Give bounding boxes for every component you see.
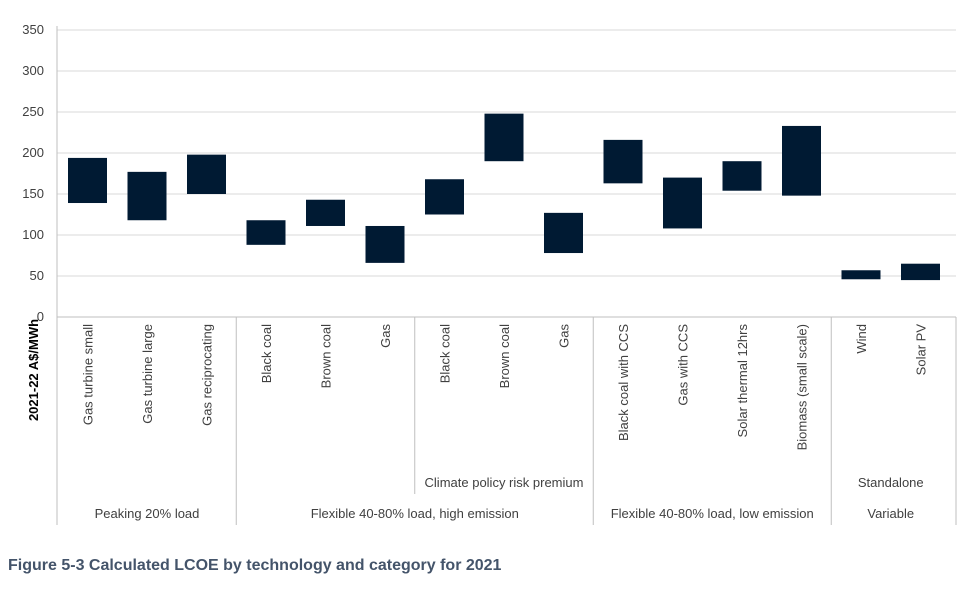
- subgroup-label: Standalone: [858, 475, 924, 490]
- category-label: Black coal: [438, 324, 453, 383]
- figure-caption: Figure 5-3 Calculated LCOE by technology…: [8, 557, 502, 574]
- range-bar: [68, 157, 107, 204]
- y-tick-label: 350: [22, 22, 44, 37]
- category-label: Solar thermal 12hrs: [735, 324, 750, 438]
- range-bar: [365, 225, 405, 263]
- y-tick-label: 0: [37, 309, 44, 324]
- category-label: Gas: [378, 324, 393, 348]
- category-label: Gas reciprocating: [200, 324, 215, 426]
- category-label: Gas: [557, 324, 572, 348]
- y-tick-label: 200: [22, 145, 44, 160]
- range-bar: [901, 263, 940, 281]
- range-bar: [306, 199, 345, 226]
- category-label: Gas with CCS: [676, 324, 691, 406]
- subgroup-label: Climate policy risk premium: [425, 475, 584, 490]
- y-tick-label: 50: [30, 268, 44, 283]
- lcoe-chart: 0 50 100 150 200 250 300 350 2021-22 A$/MWh Gas t…: [22, 22, 957, 525]
- category-label: Solar PV: [914, 324, 929, 376]
- category-label: Gas turbine small: [81, 324, 96, 425]
- range-bar: [484, 113, 524, 162]
- category-label: Biomass (small scale): [795, 324, 810, 450]
- category-label: Wind: [854, 324, 869, 354]
- range-bar: [782, 125, 821, 196]
- range-bar: [544, 212, 583, 254]
- group-label: Variable: [867, 506, 914, 521]
- y-tick-label: 150: [22, 186, 44, 201]
- range-bar: [187, 154, 226, 194]
- group-label: Flexible 40-80% load, low emission: [611, 506, 814, 521]
- range-bar: [246, 220, 286, 245]
- category-label: Black coal: [259, 324, 274, 383]
- group-label: Peaking 20% load: [95, 506, 200, 521]
- range-bar: [425, 179, 464, 215]
- range-bar: [841, 270, 881, 280]
- y-tick-label: 100: [22, 227, 44, 242]
- y-tick-label: 300: [22, 63, 44, 78]
- range-bar: [722, 161, 762, 191]
- y-axis-title: 2021-22 A$/MWh: [26, 319, 41, 421]
- category-label: Brown coal: [497, 324, 512, 388]
- range-bar: [127, 171, 167, 221]
- group-label: Flexible 40-80% load, high emission: [311, 506, 519, 521]
- category-label: Gas turbine large: [140, 324, 155, 424]
- category-label: Black coal with CCS: [616, 324, 631, 441]
- range-bar: [603, 139, 643, 184]
- category-label: Brown coal: [319, 324, 334, 388]
- y-tick-label: 250: [22, 104, 44, 119]
- range-bar: [663, 177, 702, 229]
